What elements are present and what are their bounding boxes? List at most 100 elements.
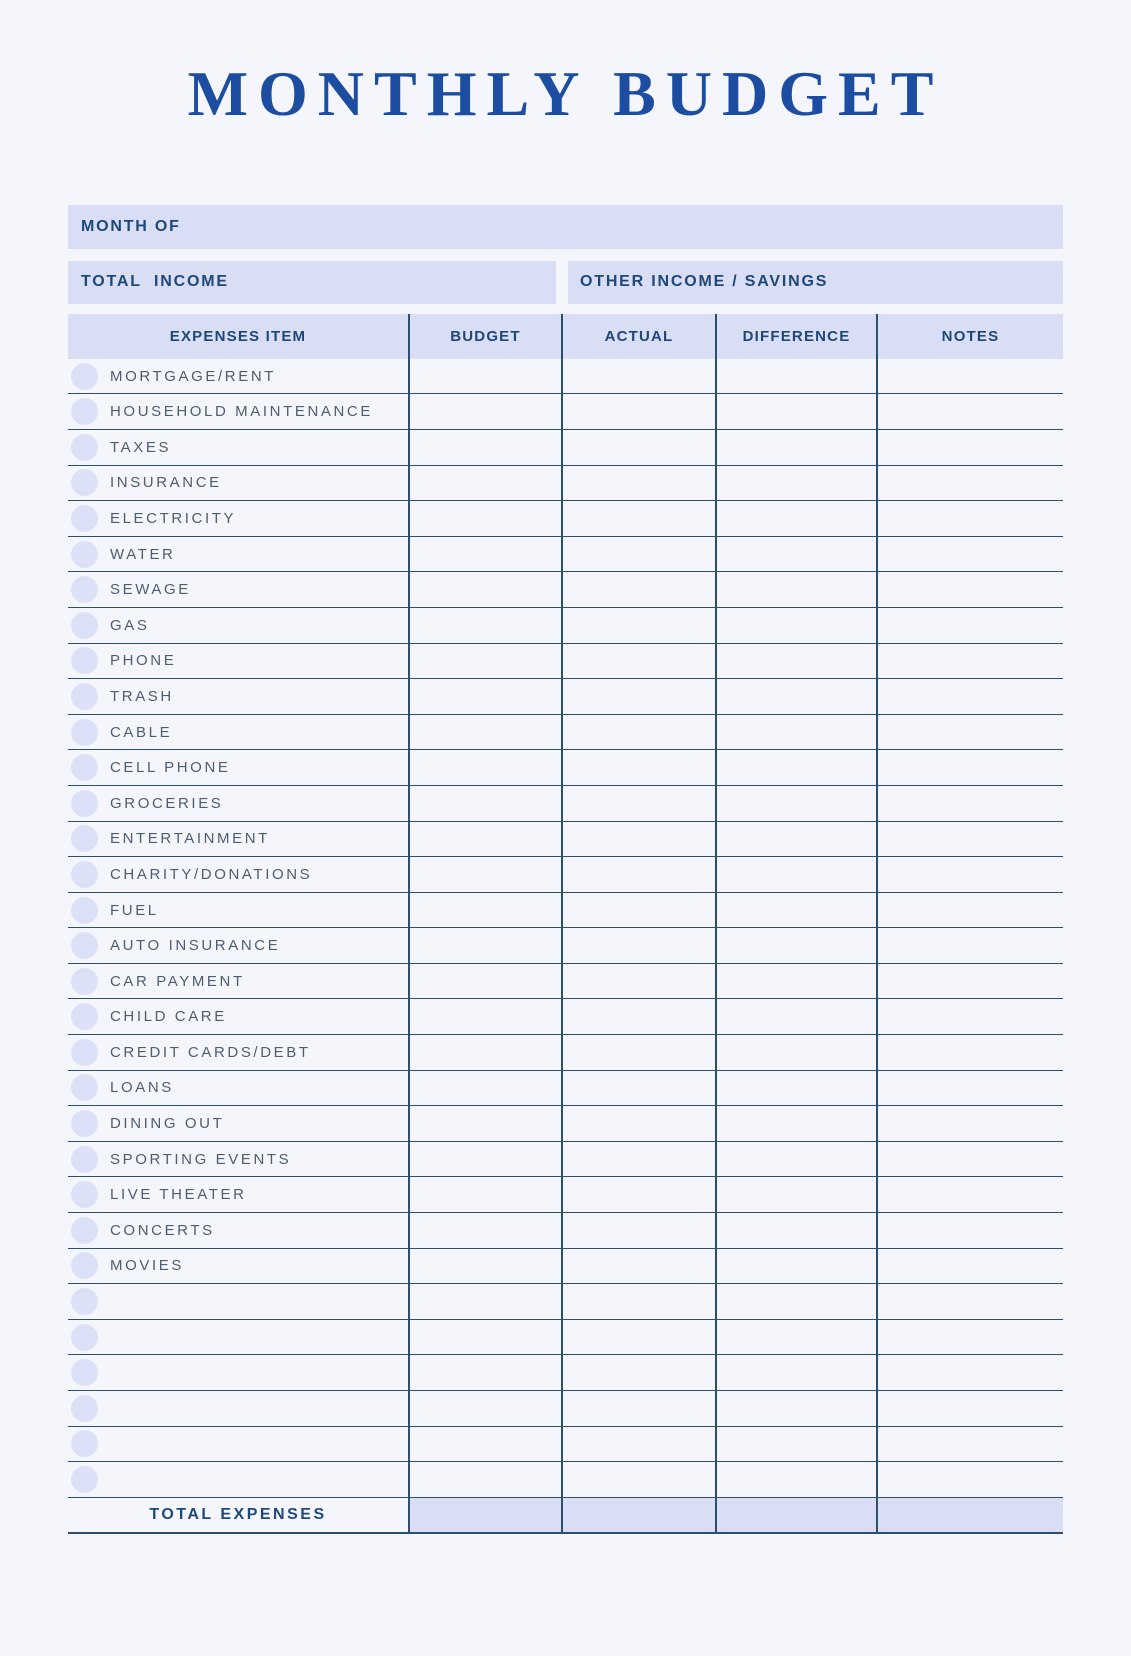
budget-value-cell — [408, 714, 561, 751]
page-title: MONTHLY BUDGET — [187, 58, 944, 129]
notes-value-cell — [876, 358, 1063, 395]
budget-value-cell — [408, 857, 561, 893]
table-row: CONCERTS — [68, 1213, 1063, 1249]
expense-item-cell: AUTO INSURANCE — [68, 928, 408, 964]
table-row: HOUSEHOLD MAINTENANCE — [68, 394, 1063, 430]
actual-value-cell — [561, 1426, 715, 1463]
table-row: AUTO INSURANCE — [68, 928, 1063, 964]
budget-template-page: MONTHLY BUDGET MONTH OF TOTAL INCOME OTH… — [0, 56, 1131, 1656]
table-row: LIVE THEATER — [68, 1177, 1063, 1214]
bullet-circle-icon — [71, 576, 98, 604]
actual-value-cell — [561, 1070, 715, 1107]
income-section: TOTAL INCOME OTHER INCOME / SAVINGS — [68, 260, 1063, 304]
table-row: TAXES — [68, 429, 1063, 466]
actual-value-cell — [561, 928, 715, 964]
actual-value-cell — [561, 501, 715, 537]
budget-value-cell — [408, 1462, 561, 1498]
bullet-circle-icon — [71, 1003, 98, 1031]
difference-value-cell — [715, 857, 876, 893]
table-row: TRASH — [68, 679, 1063, 715]
difference-value-cell — [715, 1213, 876, 1249]
notes-value-cell — [876, 429, 1063, 466]
total-income-label: TOTAL INCOME — [81, 273, 229, 291]
expense-item-label: CHILD CARE — [110, 1008, 227, 1026]
notes-value-cell — [876, 394, 1063, 430]
difference-value-cell — [715, 928, 876, 964]
expense-item-label: CAR PAYMENT — [110, 972, 245, 990]
notes-value-cell — [876, 679, 1063, 715]
total-expenses-row: TOTAL EXPENSES — [68, 1497, 1063, 1534]
difference-value-cell — [715, 1355, 876, 1392]
table-row: CHILD CARE — [68, 999, 1063, 1036]
actual-value-cell — [561, 679, 715, 715]
expense-item-cell — [68, 1284, 408, 1320]
budget-value-cell — [408, 465, 561, 502]
budget-value-cell — [408, 1248, 561, 1285]
budget-value-cell — [408, 928, 561, 964]
budget-value-cell — [408, 679, 561, 715]
expense-item-cell: GROCERIES — [68, 786, 408, 822]
notes-value-cell — [876, 1035, 1063, 1071]
table-row: MORTGAGE/RENT — [68, 358, 1063, 395]
other-income-savings-label: OTHER INCOME / SAVINGS — [580, 273, 829, 291]
expense-item-cell: ELECTRICITY — [68, 501, 408, 537]
budget-value-cell — [408, 643, 561, 680]
notes-value-cell — [876, 963, 1063, 1000]
difference-value-cell — [715, 1426, 876, 1463]
difference-value-cell — [715, 1070, 876, 1107]
bullet-circle-icon — [71, 682, 98, 710]
total-income-bar: TOTAL INCOME — [68, 260, 556, 304]
notes-value-cell — [876, 536, 1063, 573]
bullet-circle-icon — [71, 647, 98, 675]
actual-value-cell — [561, 1177, 715, 1214]
actual-value-cell — [561, 714, 715, 751]
difference-value-cell — [715, 714, 876, 751]
difference-value-cell — [715, 1035, 876, 1071]
bullet-circle-icon — [71, 469, 98, 497]
table-row: ENTERTAINMENT — [68, 821, 1063, 858]
actual-value-cell — [561, 1035, 715, 1071]
actual-value-cell — [561, 1106, 715, 1142]
table-row: CAR PAYMENT — [68, 963, 1063, 1000]
difference-value-cell — [715, 607, 876, 644]
expense-item-label: DINING OUT — [110, 1115, 225, 1133]
budget-value-cell — [408, 1284, 561, 1320]
expense-item-label: ENTERTAINMENT — [110, 830, 270, 848]
difference-value-cell — [715, 750, 876, 786]
expense-item-label: CABLE — [110, 723, 173, 741]
actual-value-cell — [561, 1391, 715, 1427]
budget-table: EXPENSES ITEM BUDGET ACTUAL DIFFERENCE NOTES… — [68, 313, 1063, 1534]
difference-value-cell — [715, 358, 876, 395]
notes-value-cell — [876, 1177, 1063, 1214]
other-income-savings-bar: OTHER INCOME / SAVINGS — [568, 260, 1063, 304]
expense-item-cell: CHILD CARE — [68, 999, 408, 1036]
expense-item-cell: TAXES — [68, 430, 408, 466]
expense-item-label: MOVIES — [110, 1257, 184, 1275]
expense-item-cell: CAR PAYMENT — [68, 964, 408, 1000]
bullet-circle-icon — [71, 896, 98, 924]
bullet-circle-icon — [71, 825, 98, 853]
actual-value-cell — [561, 1319, 715, 1356]
table-row: MOVIES — [68, 1248, 1063, 1285]
difference-value-cell — [715, 785, 876, 822]
actual-value-cell — [561, 1284, 715, 1320]
actual-value-cell — [561, 643, 715, 680]
bullet-circle-icon — [71, 754, 98, 782]
notes-value-cell — [876, 607, 1063, 644]
actual-value-cell — [561, 892, 715, 929]
budget-value-cell — [408, 501, 561, 537]
column-header-actual: ACTUAL — [561, 313, 715, 359]
notes-value-cell — [876, 1284, 1063, 1320]
expense-item-cell: CHARITY/DONATIONS — [68, 857, 408, 893]
expense-item-label: CHARITY/DONATIONS — [110, 865, 313, 883]
expense-item-cell: LIVE THEATER — [68, 1177, 408, 1214]
budget-value-cell — [408, 1141, 561, 1178]
expense-item-label: SEWAGE — [110, 581, 191, 599]
budget-value-cell — [408, 892, 561, 929]
notes-value-cell — [876, 750, 1063, 786]
actual-value-cell — [561, 536, 715, 573]
expense-item-cell — [68, 1320, 408, 1356]
actual-value-cell — [561, 785, 715, 822]
month-of-label: MONTH OF — [81, 217, 181, 235]
notes-value-cell — [876, 892, 1063, 929]
